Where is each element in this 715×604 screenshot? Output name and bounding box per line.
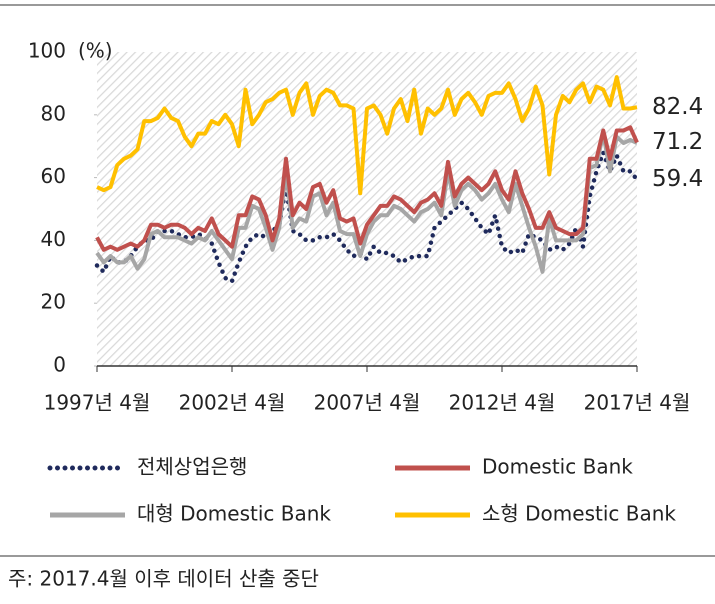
x-tick-label: 1997년 4월 — [44, 391, 151, 415]
y-tick-label: 100 — [28, 39, 66, 63]
plot-area — [97, 52, 637, 366]
end-value-label: 71.2 — [652, 129, 703, 155]
y-tick-label: 40 — [41, 227, 66, 251]
legend-label: 전체상업은행 — [137, 455, 247, 479]
footnote: 주: 2017.4월 이후 데이터 산출 중단 — [8, 567, 319, 591]
x-tick-label: 2012년 4월 — [449, 391, 556, 415]
y-tick-label: 20 — [41, 290, 66, 314]
legend-label: 소형 Domestic Bank — [482, 502, 676, 526]
x-tick-label: 2002년 4월 — [179, 391, 286, 415]
y-axis-label: (%) — [78, 39, 113, 63]
end-value-label: 82.4 — [652, 94, 703, 120]
end-value-label: 59.4 — [652, 166, 703, 192]
legend-label: Domestic Bank — [482, 455, 633, 479]
series-line — [96, 75, 638, 196]
series-line — [95, 131, 638, 274]
x-tick-label: 2007년 4월 — [314, 391, 421, 415]
series-line — [95, 125, 639, 252]
y-tick-label: 0 — [53, 353, 66, 377]
series-line — [94, 145, 640, 285]
y-tick-label: 60 — [41, 164, 66, 188]
legend-label: 대형 Domestic Bank — [137, 502, 331, 526]
x-tick-label: 2017년 4월 — [584, 391, 691, 415]
y-tick-label: 80 — [41, 101, 66, 125]
